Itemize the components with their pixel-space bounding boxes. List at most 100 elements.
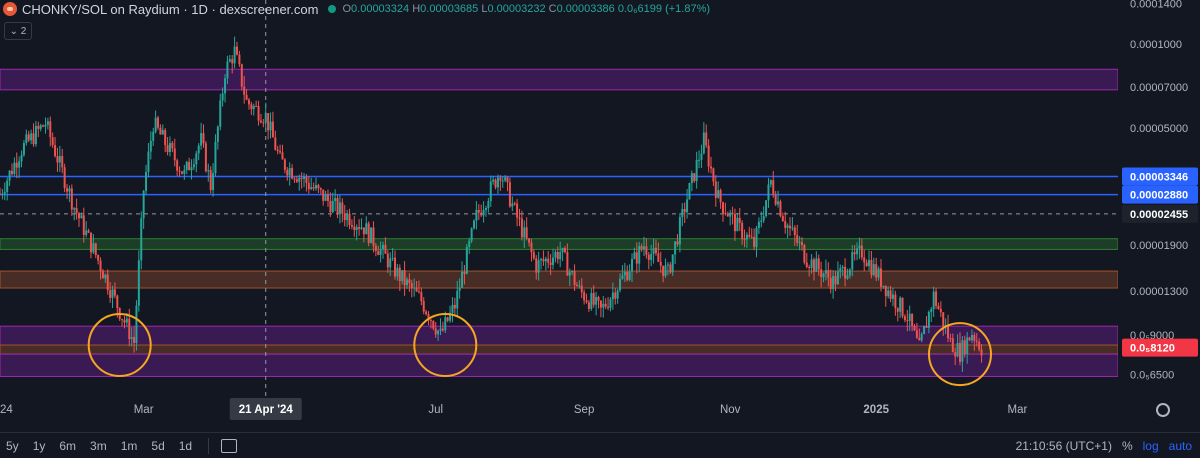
candle-body xyxy=(824,270,827,274)
candle-body xyxy=(688,183,691,200)
candle-body xyxy=(930,308,933,312)
candle-body xyxy=(887,290,890,297)
ohlc-readout: O0.00003324 H0.00003685 L0.00003232 C0.0… xyxy=(342,3,710,15)
candle-body xyxy=(980,349,983,356)
candle-body xyxy=(111,289,114,298)
candle-body xyxy=(858,245,861,249)
candle-body xyxy=(200,133,203,146)
candle-body xyxy=(506,177,509,183)
timeframe-1m-button[interactable]: 1m xyxy=(120,438,138,453)
candle-body xyxy=(908,313,911,321)
timeframe-3m-button[interactable]: 3m xyxy=(90,438,107,453)
candle-body xyxy=(774,194,777,205)
candle-body xyxy=(654,247,657,254)
candle-body xyxy=(743,239,746,241)
candle-body xyxy=(487,201,490,209)
log-toggle[interactable]: log xyxy=(1142,438,1159,453)
candle-body xyxy=(626,271,629,280)
candle-body xyxy=(633,252,636,259)
candle-body xyxy=(911,313,914,326)
candle-body xyxy=(415,287,418,292)
candle-body xyxy=(829,277,832,290)
candle-body xyxy=(540,259,543,261)
price-zone-1 xyxy=(0,238,1119,250)
candle-body xyxy=(224,78,227,94)
candle-body xyxy=(207,170,210,172)
timeframe-1d-button[interactable]: 1d xyxy=(178,438,193,453)
high-key: H xyxy=(412,3,421,15)
candle-body xyxy=(240,64,243,87)
candle-body xyxy=(338,202,341,214)
candle-body xyxy=(271,121,274,138)
timeframe-5d-button[interactable]: 5d xyxy=(151,438,165,453)
candle-body xyxy=(690,173,693,184)
candle-body xyxy=(391,257,394,259)
x-tick-label: Sep xyxy=(574,404,594,416)
candle-body xyxy=(513,203,516,205)
candle-body xyxy=(805,262,808,268)
candlestick-chart[interactable]: 0.0001400 0.0001000 0.00007000 0.00005000 0.… xyxy=(0,0,1200,432)
candle-body xyxy=(394,257,397,277)
candle-body xyxy=(15,162,18,168)
candle-body xyxy=(176,160,179,171)
bottom-right-controls: 21:10:56 (UTC+1) % log auto xyxy=(1016,439,1192,453)
candle-body xyxy=(796,235,799,243)
candle-body xyxy=(267,113,270,131)
candle-body xyxy=(832,276,835,290)
settings-gear-icon[interactable] xyxy=(1156,403,1170,417)
candle-body xyxy=(923,326,926,335)
candle-body xyxy=(247,99,250,105)
auto-toggle[interactable]: auto xyxy=(1168,438,1192,453)
x-tick-label: 21 Apr '24 xyxy=(239,404,294,416)
candle-body xyxy=(434,328,437,335)
candle-body xyxy=(698,159,701,161)
candle-body xyxy=(731,212,734,214)
candle-body xyxy=(257,106,260,121)
candle-body xyxy=(889,290,892,299)
timeframe-1y-button[interactable]: 1y xyxy=(32,438,46,453)
candle-body xyxy=(884,285,887,297)
candle-body xyxy=(757,221,760,228)
candle-body xyxy=(942,312,945,327)
candle-body xyxy=(137,260,140,306)
candle-body xyxy=(781,216,784,222)
percent-toggle[interactable]: % xyxy=(1121,438,1133,453)
candle-body xyxy=(678,217,681,245)
candle-body xyxy=(336,197,339,214)
candle-body xyxy=(597,297,600,301)
timeframe-5y-button[interactable]: 5y xyxy=(6,438,19,453)
candle-body xyxy=(374,245,377,252)
candle-body xyxy=(812,259,815,272)
candle-body xyxy=(125,318,128,323)
candle-body xyxy=(386,253,389,268)
candle-body xyxy=(856,248,859,255)
candle-body xyxy=(13,162,16,175)
change-value: 0.0₆6199 (+1.87%) xyxy=(617,3,711,15)
candle-body xyxy=(949,338,952,340)
indicators-collapse-button[interactable]: ⌄ 2 xyxy=(4,22,32,40)
candle-body xyxy=(370,227,373,244)
candle-body xyxy=(231,59,234,64)
timeframe-6m-button[interactable]: 6m xyxy=(59,438,77,453)
candle-body xyxy=(748,234,751,237)
candle-body xyxy=(444,317,447,331)
calendar-icon[interactable] xyxy=(221,438,238,453)
candle-body xyxy=(927,311,930,328)
candle-body xyxy=(669,264,672,273)
candle-body xyxy=(650,253,653,260)
candle-body xyxy=(61,155,64,168)
candle-body xyxy=(94,243,97,256)
candle-body xyxy=(449,312,452,321)
candle-body xyxy=(736,217,739,232)
candle-body xyxy=(767,184,770,201)
candle-body xyxy=(101,270,104,279)
candle-body xyxy=(566,252,569,276)
candle-body xyxy=(171,142,174,149)
candle-body xyxy=(346,213,349,221)
candle-body xyxy=(717,190,720,198)
candle-body xyxy=(303,176,306,179)
candle-body xyxy=(343,213,346,221)
candle-body xyxy=(463,271,466,274)
candle-body xyxy=(583,292,586,301)
candle-body xyxy=(492,179,495,182)
